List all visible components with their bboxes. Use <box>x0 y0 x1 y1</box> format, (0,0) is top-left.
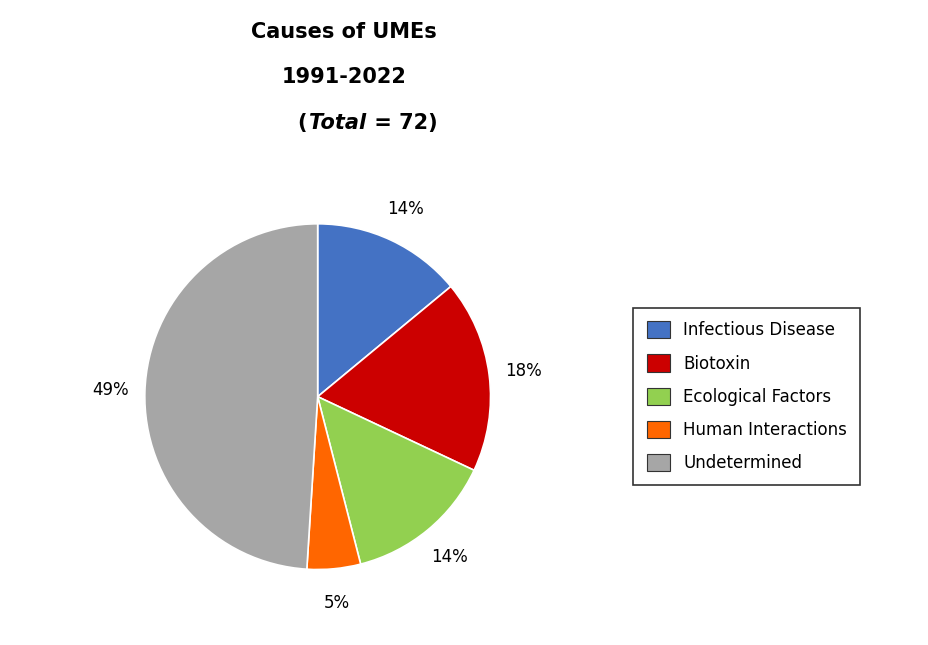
Text: = 72): = 72) <box>367 112 437 133</box>
Text: (: ( <box>297 112 306 133</box>
Text: 5%: 5% <box>324 594 350 612</box>
Wedge shape <box>317 286 490 470</box>
Text: 14%: 14% <box>431 548 468 566</box>
Text: Causes of UMEs: Causes of UMEs <box>251 22 436 43</box>
Text: Total: Total <box>309 112 366 133</box>
Text: 49%: 49% <box>92 381 128 399</box>
Text: 14%: 14% <box>387 200 424 218</box>
Wedge shape <box>306 397 360 570</box>
Text: 1991-2022: 1991-2022 <box>281 67 406 88</box>
Text: 18%: 18% <box>505 362 541 380</box>
Wedge shape <box>145 224 317 569</box>
Wedge shape <box>317 224 450 397</box>
Wedge shape <box>317 397 473 564</box>
Legend: Infectious Disease, Biotoxin, Ecological Factors, Human Interactions, Undetermin: Infectious Disease, Biotoxin, Ecological… <box>633 308 859 486</box>
